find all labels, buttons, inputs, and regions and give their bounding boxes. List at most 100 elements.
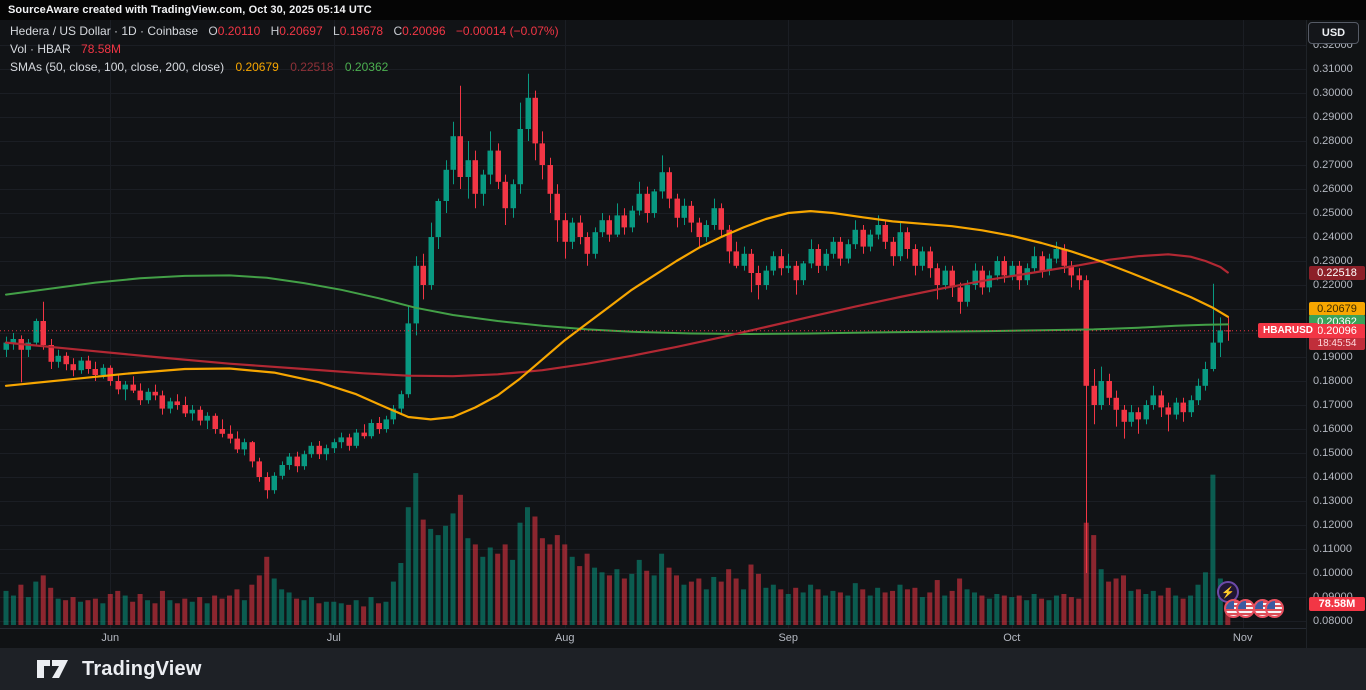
candle-body — [666, 172, 672, 199]
volume-bar — [964, 589, 970, 625]
volume-bar — [1210, 474, 1216, 625]
candle-body — [890, 241, 896, 257]
us-flags-event-icon[interactable] — [1253, 599, 1285, 619]
candle-body — [398, 394, 404, 409]
candle-body — [1210, 342, 1216, 369]
volume-bar — [1024, 600, 1030, 625]
brand-bar: TradingView — [0, 648, 1366, 690]
volume-bar — [1188, 595, 1194, 625]
volume-bar — [338, 603, 344, 625]
candle-body — [606, 220, 612, 235]
candle-body — [286, 456, 292, 465]
volume-bar — [1106, 581, 1112, 625]
us-flags-event-icon[interactable] — [1224, 599, 1256, 619]
volume-bar — [234, 589, 240, 625]
candle-body — [122, 384, 128, 390]
time-axis-label: Jun — [101, 632, 120, 644]
volume-bar — [174, 603, 180, 625]
volume-bar — [621, 578, 627, 625]
candle-body — [912, 249, 918, 266]
volume-bar — [510, 559, 516, 625]
volume-bar — [1039, 598, 1045, 625]
candle-body — [55, 355, 61, 362]
candle-body — [301, 454, 307, 467]
candle-body — [48, 345, 54, 362]
candle-body — [1188, 400, 1194, 413]
candle-body — [532, 97, 538, 144]
volume-bar — [55, 598, 61, 625]
candle-body — [85, 360, 91, 369]
volume-bar — [666, 567, 672, 625]
volume-bar — [539, 538, 545, 625]
volume-bar — [78, 601, 83, 625]
chart-canvas[interactable] — [0, 0, 1366, 648]
candle-body — [629, 210, 635, 228]
volume-bar — [547, 544, 553, 625]
currency-toggle-button[interactable]: USD — [1308, 22, 1359, 44]
volume-bar — [711, 576, 717, 625]
volume-bar — [1158, 595, 1164, 625]
candle-body — [92, 369, 98, 375]
candle-body — [741, 253, 747, 266]
volume-bar — [934, 580, 940, 625]
candle-body — [189, 409, 195, 414]
volume-bar — [674, 575, 679, 625]
volume-bar — [487, 547, 493, 625]
volume-bar — [480, 556, 486, 625]
sma50-line — [4, 210, 1229, 421]
candle-body — [696, 222, 702, 237]
volume-bar — [577, 566, 583, 625]
candle-body — [145, 391, 151, 401]
candle-body — [1113, 397, 1119, 410]
volume-bar — [852, 583, 858, 625]
volume-bar — [1150, 590, 1156, 625]
candle-body — [227, 433, 233, 439]
brand-name[interactable]: TradingView — [82, 657, 202, 680]
tradingview-logo-icon[interactable] — [36, 658, 70, 680]
volume-bar — [331, 601, 337, 625]
candle-body — [450, 136, 456, 170]
volume-bar — [301, 600, 307, 625]
bar-countdown: 18:45:54 — [1309, 337, 1365, 350]
candle-body — [830, 241, 836, 254]
time-axis[interactable]: Jun Jul Aug Sep Oct Nov — [0, 628, 1306, 648]
candle-body — [70, 364, 76, 371]
volume-bar — [979, 595, 985, 625]
volume-bar — [122, 595, 128, 625]
time-axis-label: Oct — [1003, 632, 1021, 644]
volume-bar — [227, 595, 232, 625]
volume-bar — [659, 553, 665, 625]
candle-body — [837, 241, 843, 259]
volume-bar — [115, 590, 121, 625]
volume-bar — [70, 597, 76, 625]
volume-bar — [785, 594, 791, 625]
volume-bar — [152, 603, 158, 625]
volume-bar — [502, 544, 508, 625]
sma50-price-tag: 0.20679 — [1309, 301, 1365, 316]
volume-bar — [793, 587, 799, 625]
volume-bar — [85, 600, 91, 625]
candle-body — [361, 432, 367, 437]
candle-body — [763, 270, 769, 285]
candle-body — [1128, 412, 1134, 422]
volume-bar — [606, 575, 612, 625]
price-axis-tick: 0.14000 — [1313, 471, 1353, 483]
volume-bar — [197, 597, 203, 625]
candle-body — [271, 475, 277, 491]
volume-bar — [532, 516, 538, 625]
volume-bar — [1180, 598, 1186, 625]
volume-bar — [383, 601, 389, 625]
candle-body — [875, 225, 881, 235]
last-price-value: 0.20096 — [1309, 323, 1365, 338]
volume-bar — [1202, 572, 1208, 625]
volume-bar — [569, 556, 575, 625]
candle-body — [972, 270, 978, 285]
candle-body — [1001, 261, 1007, 276]
candle-body — [1195, 385, 1201, 401]
volume-bar — [182, 598, 188, 625]
volume-bar — [159, 590, 165, 625]
volume-bar — [584, 553, 590, 625]
candle-body — [435, 201, 441, 237]
time-axis-label: Aug — [554, 632, 575, 644]
candle-body — [525, 97, 531, 129]
